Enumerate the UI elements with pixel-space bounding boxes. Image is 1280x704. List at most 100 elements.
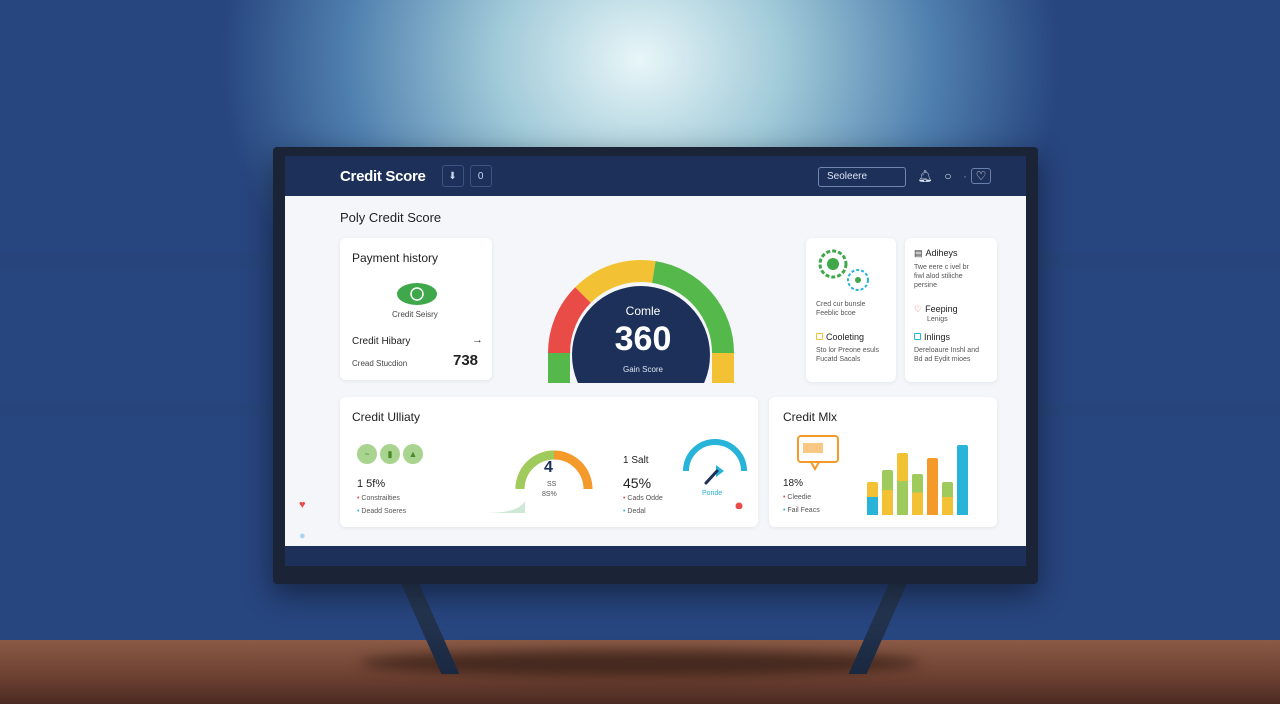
bullet-icon: •: [783, 494, 788, 501]
page-title: Poly Credit Score: [340, 210, 442, 225]
cooleting-line-2: Fucatd Sacals: [816, 356, 861, 363]
bullet-icon: •: [783, 507, 788, 514]
side-dot-icon: ●: [299, 530, 306, 542]
activity-title: ▤ Adiheys: [914, 248, 958, 259]
monitor: Credit Score ⬇ 0 Seoleere 🔔︎ ○ · ♡ Poly …: [273, 147, 1038, 584]
mix-legend-label-2: Fail Feacs: [787, 507, 820, 514]
mix-legend-1: • Cleedie: [783, 493, 811, 502]
gauge-segment: [548, 287, 592, 354]
feeping-label: Feeping: [925, 304, 958, 314]
circle-icon[interactable]: ○: [944, 169, 952, 183]
dot-icon: ·: [963, 169, 967, 183]
inlings-title: Inlings: [914, 332, 950, 342]
badge-label: Credit Seisry: [392, 310, 438, 319]
eye-badge-icon: [397, 283, 437, 305]
gauge-segment: [548, 353, 570, 383]
heart-icon[interactable]: ♡: [971, 168, 991, 184]
activity-line-3: persine: [914, 282, 937, 289]
chart-bar: [942, 482, 953, 515]
mix-legend-label-1: Cleedie: [787, 494, 812, 501]
speedometer-gauge: [683, 439, 747, 509]
document-icon: ▤: [914, 248, 923, 258]
chart-bar: [957, 445, 968, 515]
tile-cred-cur: Cred cur bunsle Feeblic bcoe Cooleting S…: [806, 238, 896, 382]
gauge-base: [541, 383, 741, 388]
speedometer-label: Poride: [702, 490, 723, 497]
bullet-icon: •: [357, 495, 362, 502]
utility-legend-label-1: Constrailties: [361, 495, 400, 502]
download-button[interactable]: ⬇: [441, 165, 464, 187]
arrow-icon[interactable]: →: [472, 334, 483, 346]
utility-gauge-sub1: SS: [547, 481, 557, 488]
utility-legend-label-2: Deadd Soeres: [361, 508, 407, 515]
credit-mix-chart: [867, 433, 977, 515]
search-input[interactable]: Seoleere: [818, 167, 906, 187]
feeping-title: ♡ Feeping: [914, 304, 958, 315]
cooleting-title: Cooleting: [816, 332, 864, 342]
tile-line-1: Cred cur bunsle: [816, 301, 866, 308]
sub-label: Cread Stucdion: [352, 359, 408, 368]
utility-pct: 1 5f%: [357, 478, 386, 490]
bottom-bar: [285, 546, 1026, 566]
cooleting-label: Cooleting: [826, 332, 865, 342]
square-icon: [914, 333, 921, 340]
chart-icon: ~: [357, 444, 377, 464]
gear-icon: [818, 249, 869, 291]
score-gauge: [541, 260, 741, 388]
credit-history-value: 738: [453, 352, 479, 369]
app-title: Credit Score: [340, 167, 426, 185]
credit-utility-title: Credit Ulliaty: [352, 410, 421, 424]
utility-gauge-value: 4: [544, 459, 553, 476]
top-bar: Credit Score ⬇ 0 Seoleere 🔔︎ ○ · ♡: [285, 156, 1026, 196]
score-value: 360: [614, 320, 672, 358]
utility-gauge: [482, 450, 593, 514]
salt-legend-2: • Dedal: [623, 507, 646, 516]
side-heart-icon: ♥: [299, 499, 306, 511]
cooleting-line-1: Sto lor Preone esuls: [816, 347, 880, 354]
utility-icons: ~ ▮ ▲: [357, 444, 423, 464]
salt-legend-label-2: Dedal: [627, 508, 646, 515]
payment-history-card: Payment history Credit Seisry Credit Hib…: [340, 238, 492, 380]
credit-history-label: Credit Hibary: [352, 336, 411, 347]
counter-button[interactable]: 0: [469, 165, 492, 187]
gauge-sub: Gain Score: [622, 365, 664, 374]
activity-line-2: fiwl alod stiliche: [914, 273, 963, 280]
inlings-line-2: Bd ad Eydit mioes: [914, 356, 971, 363]
activity-line-1: Twe eere c ivel br: [914, 264, 969, 271]
bell-icon[interactable]: 🔔︎: [917, 169, 933, 183]
chart-bar: [897, 453, 908, 515]
salt-pct: 45%: [623, 475, 652, 491]
mix-legend-2: • Fail Feacs: [783, 506, 820, 515]
inlings-line-1: Dereloaure Inshl and: [914, 347, 979, 354]
gauge-caption: Comle: [625, 304, 661, 318]
gauge-segment: [712, 353, 734, 383]
mix-pct: 18%: [783, 478, 804, 489]
bar-icon: ▮: [380, 444, 400, 464]
salt-legend-label-1: Cads Odde: [627, 495, 663, 502]
tile-line-2: Feeblic bcoe: [816, 310, 856, 317]
feeping-sub: Lenigs: [927, 316, 948, 323]
utility-legend-2: • Deadd Soeres: [357, 507, 406, 516]
utility-gauge-sub2: 8S%: [542, 491, 557, 498]
credit-utility-card: Credit Ulliaty ~ ▮ ▲ 1 5f% • Constrailti…: [340, 397, 758, 527]
gauge-segment: [575, 260, 656, 304]
chart-bar: [882, 470, 893, 515]
trend-icon: ▲: [403, 444, 423, 464]
salt-legend-1: • Cads Odde: [623, 494, 663, 503]
activity-label: Adiheys: [925, 248, 958, 258]
square-icon: [816, 333, 823, 340]
heart-outline-icon: ♡: [914, 304, 923, 314]
salt-label: 1 Salt: [623, 455, 649, 466]
gauge-segment: [651, 261, 734, 354]
card-icon: [797, 435, 839, 471]
bullet-icon: •: [623, 495, 628, 502]
chart-bar: [927, 458, 938, 515]
screen: Credit Score ⬇ 0 Seoleere 🔔︎ ○ · ♡ Poly …: [285, 156, 1026, 566]
bullet-icon: •: [357, 508, 362, 515]
chart-bar: [867, 482, 878, 515]
utility-legend-1: • Constrailties: [357, 494, 400, 503]
chart-bar: [912, 474, 923, 515]
payment-history-title: Payment history: [352, 251, 439, 265]
credit-mix-title: Credit Mlx: [783, 410, 838, 424]
gauge-center: [572, 286, 710, 388]
